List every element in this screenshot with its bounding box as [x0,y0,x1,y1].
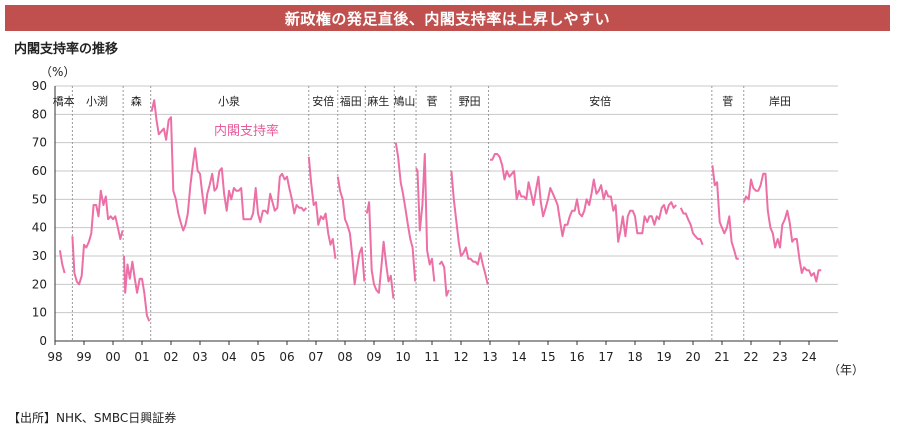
pm-label-1: 小渕 [86,94,108,108]
grid-lines [55,85,838,314]
pm-labels: 橋本 小渕森小泉 安倍 福田 麻生 鳩山菅野田 安倍菅岸田 [53,94,791,108]
x-tick-label-19: 19 [656,350,671,364]
x-tick-label-14: 14 [511,350,526,364]
x-tick-label-00: 00 [105,350,120,364]
x-tick-label-04: 04 [221,350,236,364]
x-tick-label-17: 17 [598,350,613,364]
pm-label-11: 菅 [722,95,733,108]
pm-label-7: 鳩山 [393,94,415,108]
y-tick-label-80: 80 [32,107,47,121]
series-segment-13 [711,165,739,260]
series-segment-14 [742,172,822,283]
source-note: 【出所】NHK、SMBC日興証券 [8,411,177,425]
y-tick-label-70: 70 [32,136,47,150]
y-tick-label-10: 10 [32,306,47,320]
x-tick-label-03: 03 [192,350,207,364]
y-tick-label-40: 40 [32,221,47,235]
approval-rating-chart: 0 10 20 30 40 50 60 70 80 90 98 99 00 01 02 03 04 05 06 07… [32,65,864,377]
x-tick-label-24: 24 [801,350,816,364]
x-tick-label-98: 98 [47,350,62,364]
x-tick-label-02: 02 [163,350,178,364]
pm-dividers [71,86,745,341]
axes [54,86,838,345]
x-tick-label-15: 15 [540,350,555,364]
series-segment-9 [438,260,450,297]
x-tick-label-10: 10 [395,350,410,364]
x-tick-label-09: 09 [366,350,381,364]
x-tick-label-16: 16 [569,350,584,364]
y-tick-labels: 0 10 20 30 40 50 60 70 80 90 [32,79,47,348]
series-segment-11 [490,153,677,243]
x-tick-label-99: 99 [76,350,91,364]
x-tick-label-06: 06 [279,350,294,364]
pm-label-2: 森 [131,94,142,108]
x-tick-label-20: 20 [685,350,700,364]
x-tick-label-18: 18 [627,350,642,364]
y-tick-label-20: 20 [32,277,47,291]
series-segment-10 [450,170,489,285]
title-banner: 新政権の発足直後、内閣支持率は上昇しやすい [5,5,890,31]
series-segment-2 [123,255,151,322]
chart-subtitle: 内閣支持率の推移 [14,42,119,57]
x-tick-label-22: 22 [743,350,758,364]
x-tick-label-11: 11 [424,350,439,364]
pm-label-3: 小泉 [218,94,240,108]
x-tick-label-05: 05 [250,350,265,364]
pm-label-4: 安倍 [312,94,334,108]
series-segment-0 [58,250,66,274]
series-approval [58,99,822,322]
series-segment-8 [415,153,436,282]
pm-label-8: 菅 [427,95,438,108]
y-tick-label-90: 90 [32,79,47,93]
pm-label-10: 安倍 [589,94,611,108]
banner-title: 新政権の発足直後、内閣支持率は上昇しやすい [284,9,611,28]
pm-label-9: 野田 [459,95,481,108]
series-segment-5 [336,176,366,286]
x-tick-label-21: 21 [714,350,729,364]
x-tick-labels: 98 99 00 01 02 03 04 05 06 07 08 09 10 11 12 13 14 15 16 17… [47,350,816,364]
pm-label-5: 福田 [340,94,362,108]
pm-label-0: 橋本 [53,94,75,108]
x-tick-label-12: 12 [453,350,468,364]
series-segment-6 [365,201,395,299]
pm-label-6: 麻生 [367,94,389,108]
x-tick-label-07: 07 [308,350,323,364]
series-segment-7 [394,142,417,282]
series-segment-1 [71,189,124,286]
series-segment-3 [150,99,308,232]
series-label: 内閣支持率 [214,123,279,139]
x-tick-label-08: 08 [337,350,352,364]
y-tick-label-30: 30 [32,249,47,263]
x-axis-unit: （年） [828,363,864,377]
x-tick-label-13: 13 [482,350,497,364]
y-axis-unit: （%） [40,65,75,79]
x-tick-label-01: 01 [134,350,149,364]
series-segment-12 [679,207,704,246]
series-segment-4 [307,156,337,259]
y-tick-label-50: 50 [32,192,47,206]
x-tick-label-23: 23 [772,350,787,364]
y-tick-label-60: 60 [32,164,47,178]
y-tick-label-0: 0 [39,334,47,348]
pm-label-12: 岸田 [769,95,791,108]
